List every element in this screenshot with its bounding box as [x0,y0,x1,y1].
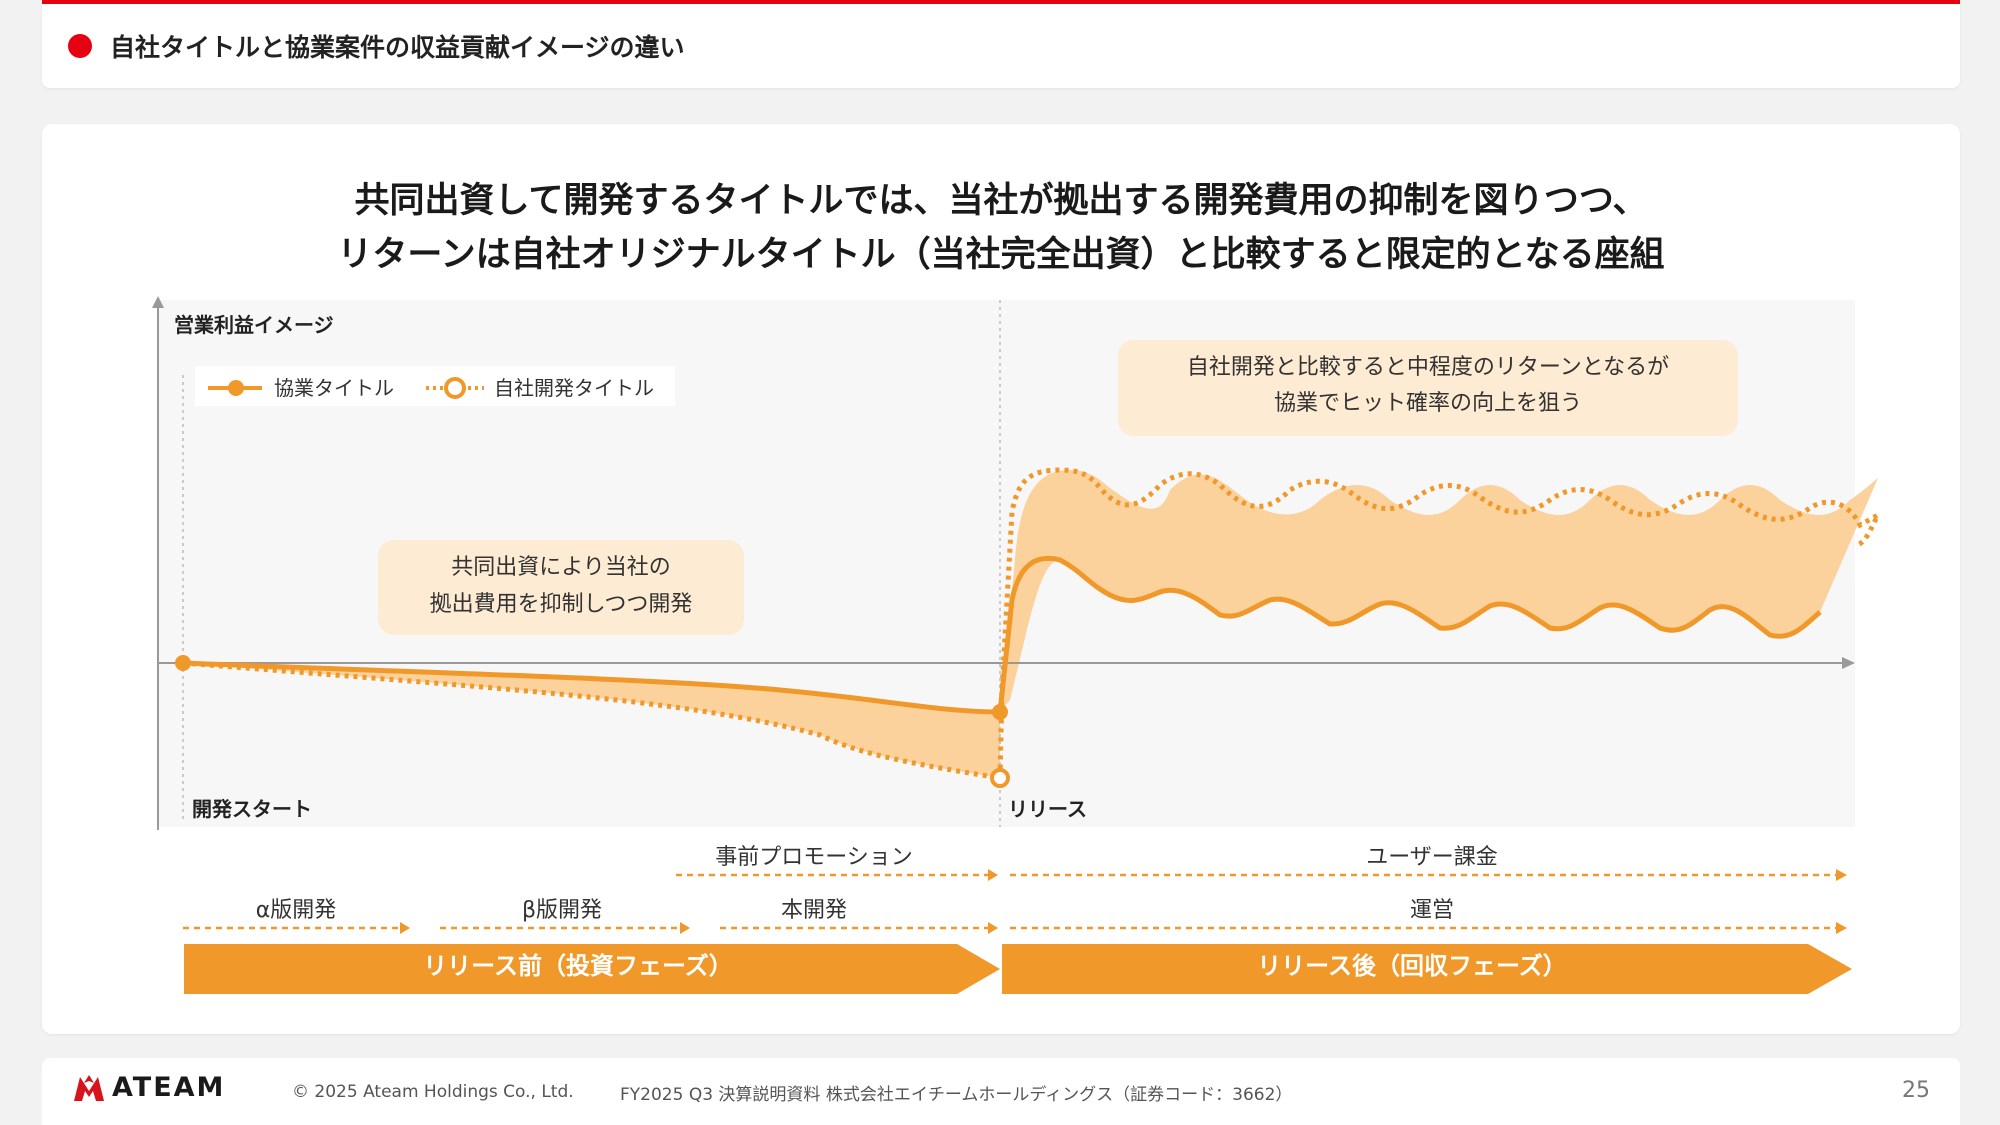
ateam-mark-icon [74,1074,104,1101]
legend-own-marker [444,377,466,399]
copyright-text: © 2025 Ateam Holdings Co., Ltd. [292,1082,574,1102]
callout-post-line-1: 自社開発と比較すると中程度のリターンとなるが [1187,355,1669,380]
document-note: FY2025 Q3 決算説明資料 株式会社エイチームホールディングス（証券コード… [620,1085,1293,1105]
phase-pre-arrow [184,944,1000,994]
logo-wordmark: ATEAM [112,1072,226,1103]
phase-post-label: リリース後（回収フェーズ） [1257,952,1567,980]
callout-pre-line-1: 共同出資により当社の [451,555,671,580]
promotion-arrow-head-icon [988,869,998,881]
page-number: 25 [1902,1078,1930,1103]
y-axis-label: 営業利益イメージ [174,313,334,337]
callout-post-line-2: 協業でヒット確率の向上を狙う [1274,391,1582,416]
legend-own-label: 自社開発タイトル [494,376,654,400]
promotion-label: 事前プロモーション [715,845,913,870]
dev-start-label: 開発スタート [192,797,312,821]
alpha-label: α版開発 [256,898,337,923]
headline: 共同出資して開発するタイトルでは、当社が拠出する開発費用の抑制を図りつつ、 リタ… [42,174,1960,282]
dev-start-marker [175,655,191,671]
legend-collab-marker [228,380,244,396]
main-dev-label: 本開発 [781,898,847,923]
user-billing-arrow-head-icon [1836,869,1847,881]
bullet-dot-icon [68,34,92,58]
beta-arrow-head-icon [680,922,690,934]
legend-collab-label: 協業タイトル [274,376,394,400]
header-bar: 自社タイトルと協業案件の収益貢献イメージの違い [42,4,1960,88]
main-dev-arrow-head-icon [988,922,998,934]
x-axis-arrow-icon [1842,657,1855,669]
headline-line-1: 共同出資して開発するタイトルでは、当社が拠出する開発費用の抑制を図りつつ、 [354,181,1648,221]
alpha-arrow-head-icon [400,922,410,934]
collab-title-line [182,555,1822,715]
post-release-gap-fill [1000,470,1878,712]
callout-pre-line-2: 拠出費用を抑制しつつ開発 [430,592,693,617]
phase-pre-label: リリース前（投資フェーズ） [423,952,733,980]
top-accent-line [42,0,1960,4]
beta-label: β版開発 [522,898,602,923]
collab-release-marker [992,704,1008,720]
operation-label: 運営 [1410,898,1454,923]
own-title-line [182,467,1885,781]
user-billing-label: ユーザー課金 [1366,845,1498,870]
footer: ATEAM © 2025 Ateam Holdings Co., Ltd. FY… [42,1058,1960,1125]
callout-pre-release [378,540,744,635]
y-axis-arrow-icon [152,296,164,308]
page-title: 自社タイトルと協業案件の収益貢献イメージの違い [110,33,685,62]
callout-post-release [1118,340,1738,436]
phase-post-arrow [1002,944,1852,994]
headline-line-2: リターンは自社オリジナルタイトル（当社完全出資）と比較すると限定的となる座組 [337,235,1665,275]
operation-arrow-head-icon [1836,922,1847,934]
release-label: リリース [1008,797,1087,821]
company-logo: ATEAM [72,1072,225,1103]
own-release-marker [990,768,1010,788]
